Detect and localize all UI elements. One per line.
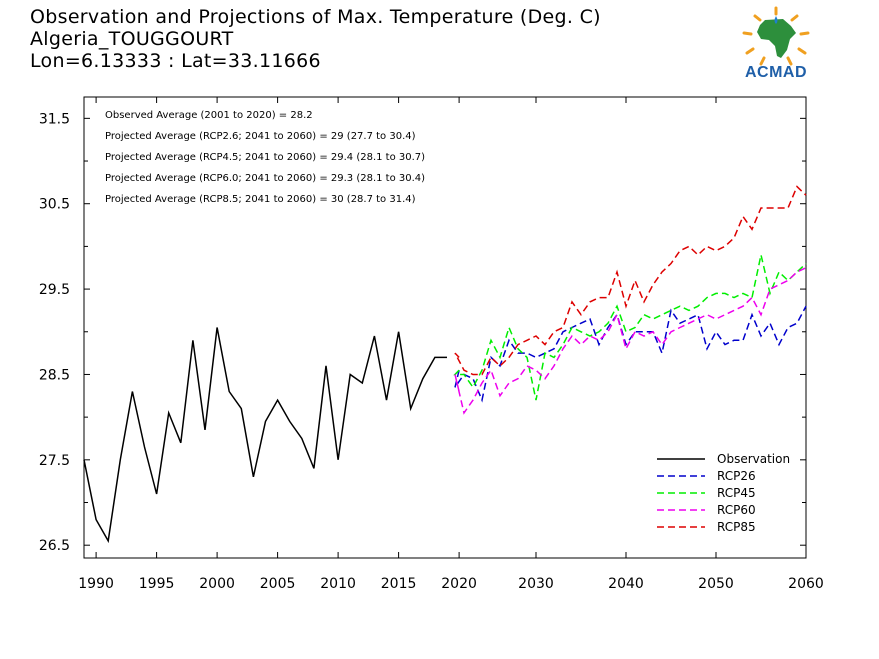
chart-title-block: Observation and Projections of Max. Temp… [30, 6, 601, 72]
series-line-rcp60 [454, 267, 807, 415]
y-tick-label: 28.5 [39, 367, 70, 383]
station-name: Algeria_TOUGGOURT [30, 28, 234, 50]
legend-label: RCP85 [717, 520, 756, 534]
annotation-text: Projected Average (RCP6.0; 2041 to 2060)… [105, 173, 425, 184]
x-tick-label: 2005 [260, 576, 296, 592]
annotation-text: Observed Average (2001 to 2020) = 28.2 [105, 110, 313, 121]
x-tick-label: 1990 [78, 576, 114, 592]
x-tick-label: 2030 [518, 576, 554, 592]
acmad-logo: ACMAD [735, 6, 817, 84]
x-tick-label: 2010 [320, 576, 356, 592]
africa-map-logo-icon [742, 6, 810, 66]
annotation-text: Projected Average (RCP4.5; 2041 to 2060)… [105, 152, 425, 163]
annotations: Observed Average (2001 to 2020) = 28.2 Pr… [105, 110, 425, 205]
x-tick-label: 1995 [139, 576, 175, 592]
y-tick-label: 29.5 [39, 282, 70, 298]
series-line-observation [83, 327, 447, 544]
legend-label: RCP45 [717, 486, 756, 500]
y-axis: 26.5 27.5 28.5 29.5 30.5 31.5 [39, 111, 806, 554]
x-axis: 1990 1995 2000 2005 2010 2015 2020 2030 2040 2050… [78, 97, 824, 592]
station-coordinates: Lon=6.13333 : Lat=33.11666 [30, 50, 321, 72]
x-tick-label: 2015 [381, 576, 417, 592]
y-tick-label: 26.5 [39, 538, 70, 554]
x-tick-label: 2050 [698, 576, 734, 592]
legend-label: RCP26 [717, 469, 756, 483]
legend: Observation RCP26 RCP45 RCP60 RCP85 [657, 452, 790, 534]
series-line-rcp45 [453, 254, 807, 401]
y-tick-label: 30.5 [39, 197, 70, 213]
series-lines [83, 185, 807, 544]
annotation-text: Projected Average (RCP2.6; 2041 to 2060)… [105, 131, 416, 142]
chart-title: Observation and Projections of Max. Temp… [30, 6, 601, 28]
legend-label: Observation [717, 452, 790, 466]
y-tick-label: 27.5 [39, 453, 70, 469]
acmad-logo-text: ACMAD [744, 64, 808, 81]
series-line-rcp85 [454, 185, 807, 376]
x-tick-label: 2060 [788, 576, 824, 592]
annotation-text: Projected Average (RCP8.5; 2041 to 2060)… [105, 194, 416, 205]
x-tick-label: 2000 [199, 576, 235, 592]
series-line-rcp26 [454, 305, 807, 403]
x-tick-label: 2020 [441, 576, 477, 592]
x-tick-label: 2040 [608, 576, 644, 592]
plot-frame [83, 96, 807, 559]
y-tick-label: 31.5 [39, 111, 70, 127]
legend-label: RCP60 [717, 503, 756, 517]
